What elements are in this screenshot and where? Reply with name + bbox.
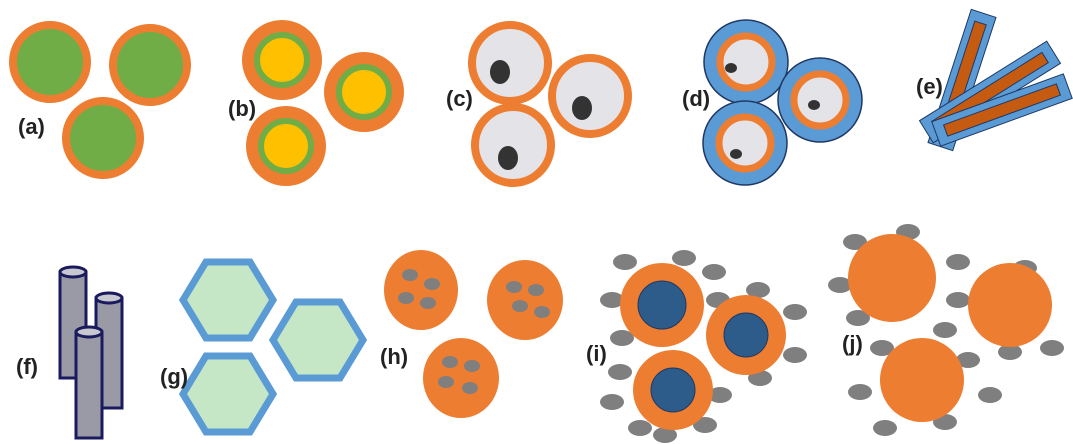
label: (f) xyxy=(16,354,38,379)
label: (j) xyxy=(842,331,863,356)
particles-h xyxy=(384,250,563,418)
cylinders-f xyxy=(58,265,124,440)
label: (b) xyxy=(228,96,256,121)
particles-b xyxy=(242,20,404,186)
particles-j xyxy=(828,224,1064,436)
particles-i xyxy=(600,250,807,443)
particles-d xyxy=(702,19,863,186)
label: (i) xyxy=(586,341,607,366)
rods-e xyxy=(918,8,1073,152)
label: (a) xyxy=(18,114,45,139)
hexagons-g xyxy=(178,258,368,436)
particles-a xyxy=(9,21,191,179)
label: (c) xyxy=(446,86,473,111)
label: (g) xyxy=(160,364,188,389)
labels: (a) (b) (c) (d) (e) (f) (g) (h) (i) (j) xyxy=(16,74,943,389)
label: (d) xyxy=(682,86,710,111)
label: (e) xyxy=(916,74,943,99)
label: (h) xyxy=(380,344,408,369)
particles-c xyxy=(468,21,632,187)
